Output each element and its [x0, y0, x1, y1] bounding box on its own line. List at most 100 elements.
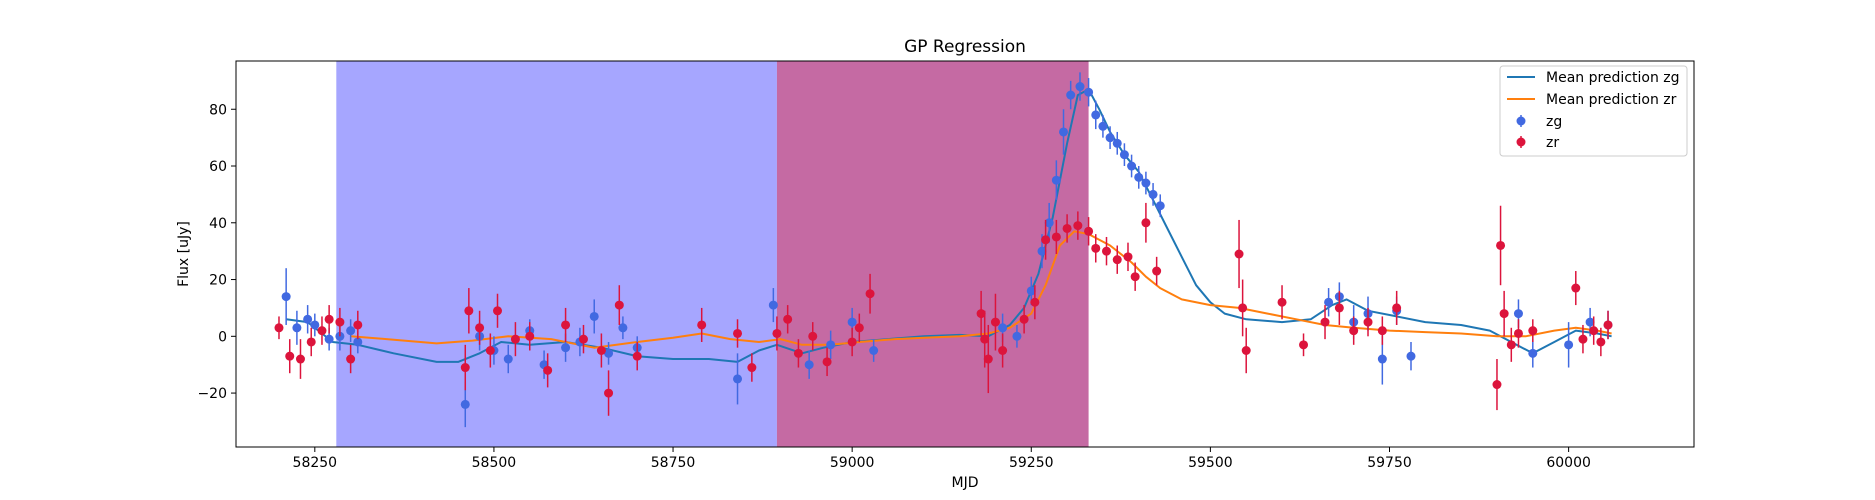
y-tick-label: 0 [218, 329, 227, 345]
zr-marker [793, 348, 803, 358]
zg-marker [768, 300, 778, 310]
zg-point [310, 313, 320, 337]
x-tick-label: 60000 [1546, 455, 1591, 471]
zr-marker [614, 300, 624, 310]
zr-point [485, 333, 495, 368]
zr-point [578, 324, 588, 354]
zr-point [510, 322, 520, 357]
y-axis-ticks: −20 0 20 40 60 80 [197, 102, 236, 402]
zr-point [1019, 305, 1029, 334]
zr-marker [1112, 255, 1122, 265]
zg-marker [1112, 138, 1122, 148]
zr-point [632, 341, 642, 371]
zr-point [1528, 319, 1538, 342]
zg-marker [310, 320, 320, 330]
zr-point [493, 293, 503, 328]
zg-marker [1091, 110, 1101, 120]
zr-point [317, 316, 327, 345]
zr-marker [1349, 326, 1359, 336]
zr-marker [335, 317, 345, 327]
series-zr [274, 202, 1613, 416]
zg-marker [1377, 354, 1387, 364]
zg-marker [281, 292, 291, 302]
zr-marker [353, 320, 363, 330]
zr-point [793, 339, 803, 368]
zr-point [596, 333, 606, 368]
zr-point [1130, 262, 1140, 291]
zr-marker [1363, 317, 1373, 327]
zr-point [1102, 236, 1112, 266]
zg-marker [1134, 172, 1144, 182]
zg-marker [1037, 246, 1047, 256]
observation-points [274, 72, 1613, 428]
legend-label-zg-line: Mean prediction zg [1546, 70, 1680, 86]
zr-marker [847, 337, 857, 347]
zr-point [747, 353, 757, 382]
zg-marker [869, 346, 879, 355]
zr-marker [865, 289, 875, 299]
zg-point [1098, 114, 1108, 138]
zg-point [1051, 160, 1061, 201]
legend-label-zg-points: zg [1546, 114, 1562, 130]
zg-marker [1051, 175, 1061, 185]
zr-point [346, 344, 356, 374]
zr-point [1062, 214, 1072, 243]
zr-marker [485, 346, 495, 355]
legend-swatch-marker [1516, 116, 1526, 126]
zg-marker [292, 323, 302, 333]
zr-marker [1102, 246, 1112, 256]
zr-marker [1084, 226, 1094, 236]
x-axis-label: MJD [952, 475, 979, 491]
zr-point [306, 327, 316, 357]
zg-marker [1105, 133, 1115, 143]
zr-marker [747, 363, 757, 373]
zr-point [822, 347, 832, 377]
zr-point [525, 322, 535, 351]
zr-marker [346, 354, 356, 364]
zr-marker [604, 388, 614, 398]
zr-marker [697, 320, 707, 330]
zg-marker [1513, 309, 1523, 319]
zr-point [460, 344, 470, 391]
zr-point [772, 316, 782, 351]
legend-box [1499, 65, 1688, 157]
zr-marker [1041, 235, 1051, 245]
zg-point [1084, 78, 1094, 107]
zg-point [1112, 131, 1122, 155]
zr-marker [1299, 340, 1309, 350]
zg-point [303, 305, 313, 334]
zr-point [1073, 211, 1083, 240]
zr-point [1030, 285, 1040, 320]
zr-marker [460, 363, 470, 373]
zr-marker [1506, 340, 1516, 350]
zg-point [733, 353, 743, 405]
zr-marker [525, 331, 535, 341]
zg-marker [1155, 201, 1165, 211]
legend-swatch-zg-points [1516, 115, 1526, 127]
zr-marker [510, 334, 520, 344]
series-zg [281, 72, 1613, 428]
zr-marker [998, 346, 1008, 355]
zr-marker [561, 320, 571, 330]
zg-marker [1564, 340, 1574, 350]
y-tick-label: 80 [209, 102, 227, 118]
zr-point [990, 293, 1000, 351]
zg-point [281, 268, 291, 325]
zr-point [1571, 271, 1581, 306]
zr-marker [1062, 223, 1072, 233]
zg-marker [1084, 87, 1094, 97]
zr-marker [1334, 303, 1344, 313]
zr-point [697, 307, 707, 342]
shaded-region-1 [336, 61, 777, 447]
zg-marker [1026, 286, 1036, 296]
zr-marker [854, 323, 864, 333]
zg-point [1075, 72, 1085, 101]
zg-point [1324, 288, 1334, 317]
zr-point [1051, 219, 1061, 254]
zr-point [854, 313, 864, 342]
zg-marker [561, 343, 571, 353]
zr-point [1084, 217, 1094, 246]
zg-marker [460, 399, 470, 409]
legend-label-zr-line: Mean prediction zr [1546, 92, 1677, 108]
